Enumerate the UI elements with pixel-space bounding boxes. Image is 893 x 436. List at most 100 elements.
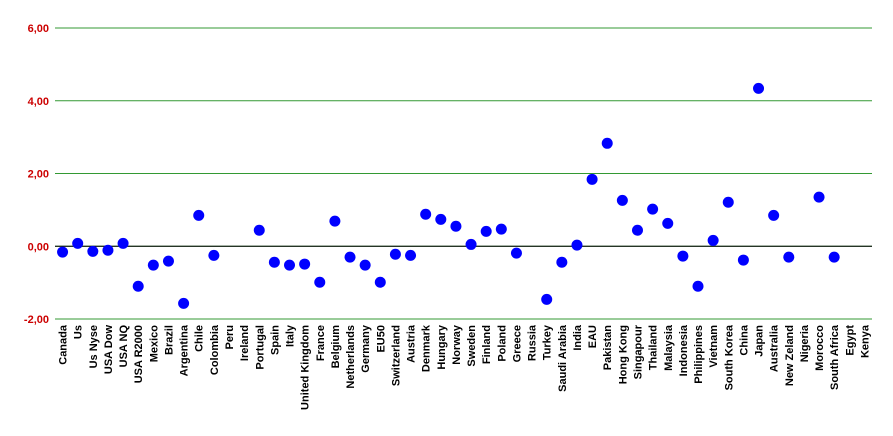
x-tick-label: Us (73, 325, 85, 339)
data-point (737, 254, 749, 266)
x-tick-label: Mexico (148, 325, 160, 363)
x-tick-label: Russia (527, 324, 539, 361)
x-tick-label: Peru (224, 325, 236, 349)
data-point (465, 238, 477, 250)
x-tick-label: Japan (754, 325, 766, 357)
x-tick-label: Norway (451, 324, 463, 365)
data-point (707, 234, 719, 246)
data-point (768, 209, 780, 221)
data-point (435, 213, 447, 225)
data-point (405, 249, 417, 261)
x-tick-label: South Africa (829, 324, 841, 390)
data-point (601, 137, 613, 149)
x-tick-label: USA R2000 (133, 325, 145, 383)
data-point (178, 297, 190, 309)
data-point (828, 251, 840, 263)
x-tick-label: South Korea (723, 324, 735, 390)
x-tick-label: Australia (769, 324, 781, 372)
x-tick-label: Poland (496, 325, 508, 362)
data-point (677, 250, 689, 262)
x-tick-label: Singapour (632, 324, 644, 379)
x-tick-label: Thailand (648, 325, 660, 370)
y-tick-label: 4,00 (28, 96, 49, 108)
x-tick-label: Colombia (209, 324, 221, 375)
x-tick-label: Hungary (436, 324, 448, 370)
x-tick-label: Philippines (693, 325, 705, 384)
x-tick-label: Italy (285, 324, 297, 347)
data-point (284, 259, 296, 271)
x-tick-label: Pakistan (602, 325, 614, 371)
x-tick-label: China (738, 324, 750, 355)
data-point (510, 247, 522, 259)
x-tick-label: Germany (360, 324, 372, 373)
data-point (495, 223, 507, 235)
x-tick-label: India (572, 324, 584, 351)
data-point (753, 82, 765, 94)
x-tick-label: Hong Kong (617, 325, 629, 384)
x-tick-label: Malaysia (663, 324, 675, 371)
y-tick-label: 2,00 (28, 169, 49, 181)
x-tick-label: USA NQ (118, 325, 130, 368)
data-point (208, 249, 220, 261)
data-point (722, 196, 734, 208)
x-tick-label: Saudi Arabia (557, 324, 569, 392)
data-point (87, 245, 99, 257)
x-tick-label: Egypt (844, 325, 856, 356)
data-point (72, 237, 84, 249)
x-tick-label: Netherlands (345, 325, 357, 389)
y-tick-label: -2,00 (24, 314, 49, 326)
data-point (102, 244, 114, 256)
x-tick-label: Turkey (542, 324, 554, 360)
x-tick-label: Portugal (254, 325, 266, 370)
x-tick-label: Brazil (163, 325, 175, 355)
data-point (480, 225, 492, 237)
x-tick-label: Sweden (466, 325, 478, 367)
data-point (586, 173, 598, 185)
data-point (147, 259, 159, 271)
data-point (662, 217, 674, 229)
data-point (359, 259, 371, 271)
y-tick-label: 0,00 (28, 241, 49, 253)
x-tick-label: USA Dow (103, 325, 115, 375)
data-point (344, 251, 356, 263)
x-tick-label: Indonesia (678, 324, 690, 376)
x-tick-label: France (315, 325, 327, 361)
data-point (541, 293, 553, 305)
y-tick-label: 6,00 (28, 23, 49, 35)
x-tick-label: EU50 (375, 325, 387, 353)
data-point (117, 237, 129, 249)
x-tick-label: Chile (194, 325, 206, 352)
data-point (420, 208, 432, 220)
x-tick-label: Us Nyse (88, 325, 100, 368)
x-tick-label: Austria (406, 324, 418, 363)
data-point (647, 203, 659, 215)
x-tick-label: Argentina (179, 324, 191, 376)
data-point (783, 251, 795, 263)
data-point (571, 239, 583, 251)
x-tick-label: Canada (58, 324, 70, 365)
x-tick-label: EAU (587, 325, 599, 348)
data-point (329, 215, 341, 227)
data-point (450, 220, 462, 232)
x-tick-label: Ireland (239, 325, 251, 361)
x-tick-label: Kenya (859, 324, 871, 358)
x-tick-label: Nigeria (799, 324, 811, 362)
x-tick-label: Belgium (330, 325, 342, 369)
data-point (299, 258, 311, 270)
data-point (389, 248, 401, 260)
data-point (193, 209, 205, 221)
data-point (253, 224, 265, 236)
x-tick-label: Denmark (421, 324, 433, 372)
data-point (556, 256, 568, 268)
x-tick-label: Vietnam (708, 325, 720, 368)
data-point (631, 224, 643, 236)
x-tick-label: Switzerland (390, 325, 402, 386)
x-tick-label: United Kingdom (300, 325, 312, 410)
x-tick-label: Finland (481, 325, 493, 364)
data-point (162, 255, 174, 267)
x-tick-label: Spain (269, 325, 281, 355)
data-point (616, 194, 628, 206)
x-tick-label: Greece (511, 325, 523, 362)
data-point (132, 280, 144, 292)
